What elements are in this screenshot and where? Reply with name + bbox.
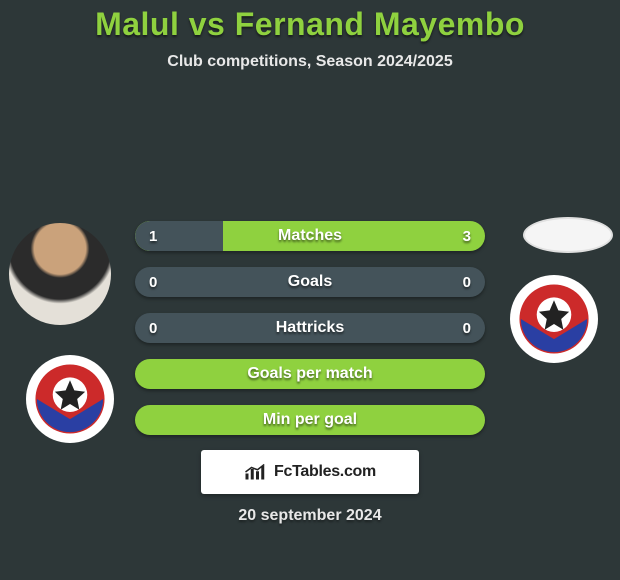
stat-value-left: 0	[139, 313, 175, 343]
comparison-card: Malul vs Fernand Mayembo Club competitio…	[0, 0, 620, 580]
club-left-badge	[26, 355, 114, 443]
stat-bar: Hattricks0 0	[135, 313, 485, 343]
club-badge-icon	[518, 283, 590, 355]
stat-value-left: 1	[139, 221, 175, 251]
stat-bar-label: Goals	[135, 267, 485, 297]
stat-bar: Min per goal	[135, 405, 485, 435]
source-logo-text: FcTables.com	[274, 463, 376, 481]
stat-value-right: 3	[445, 221, 481, 251]
player-right-photo	[523, 217, 613, 253]
stat-bar-label: Min per goal	[135, 405, 485, 435]
stat-bar: Goals0 0	[135, 267, 485, 297]
source-logo: FcTables.com	[201, 450, 419, 494]
stat-bar: Goals per match	[135, 359, 485, 389]
subtitle: Club competitions, Season 2024/2025	[0, 53, 620, 71]
date-text: 20 september 2024	[0, 507, 620, 525]
club-right-badge	[510, 275, 598, 363]
player-left-photo	[9, 223, 111, 325]
club-badge-icon	[34, 363, 106, 435]
bar-chart-icon	[244, 462, 268, 482]
page-title: Malul vs Fernand Mayembo	[0, 6, 620, 43]
stat-bar-label: Goals per match	[135, 359, 485, 389]
stat-bar-label: Hattricks	[135, 313, 485, 343]
stat-value-right: 0	[445, 267, 481, 297]
stat-bar: Matches1 3	[135, 221, 485, 251]
stats-bars: Matches13Goals00Hattricks00Goals per mat…	[135, 221, 485, 451]
stat-value-right: 0	[445, 313, 481, 343]
stat-bar-label: Matches	[135, 221, 485, 251]
stat-value-left: 0	[139, 267, 175, 297]
